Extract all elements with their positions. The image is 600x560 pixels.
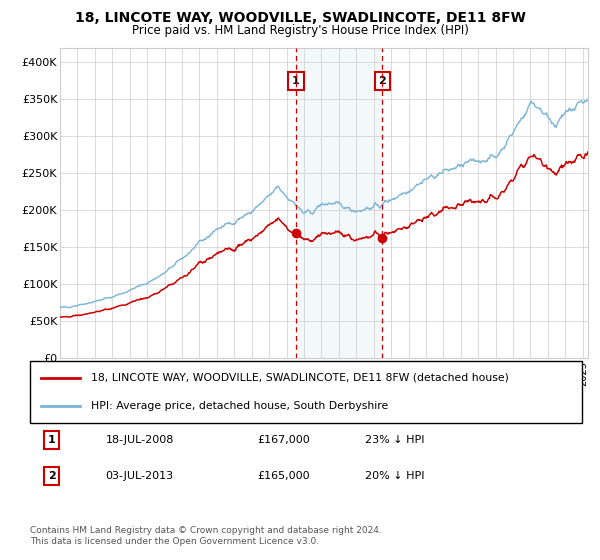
Text: 23% ↓ HPI: 23% ↓ HPI [365, 435, 424, 445]
Text: 1: 1 [292, 76, 300, 86]
Text: 18, LINCOTE WAY, WOODVILLE, SWADLINCOTE, DE11 8FW: 18, LINCOTE WAY, WOODVILLE, SWADLINCOTE,… [74, 11, 526, 25]
Text: 2: 2 [48, 472, 55, 481]
Text: Price paid vs. HM Land Registry's House Price Index (HPI): Price paid vs. HM Land Registry's House … [131, 24, 469, 36]
Text: £165,000: £165,000 [257, 472, 310, 481]
Text: 2: 2 [379, 76, 386, 86]
Text: 18-JUL-2008: 18-JUL-2008 [106, 435, 174, 445]
Text: Contains HM Land Registry data © Crown copyright and database right 2024.
This d: Contains HM Land Registry data © Crown c… [30, 526, 382, 546]
Bar [296, 48, 382, 358]
Text: £167,000: £167,000 [257, 435, 310, 445]
Text: 18, LINCOTE WAY, WOODVILLE, SWADLINCOTE, DE11 8FW (detached house): 18, LINCOTE WAY, WOODVILLE, SWADLINCOTE,… [91, 373, 509, 383]
Text: 1: 1 [48, 435, 55, 445]
Text: 20% ↓ HPI: 20% ↓ HPI [365, 472, 424, 481]
Text: HPI: Average price, detached house, South Derbyshire: HPI: Average price, detached house, Sout… [91, 401, 388, 411]
Text: 03-JUL-2013: 03-JUL-2013 [106, 472, 174, 481]
